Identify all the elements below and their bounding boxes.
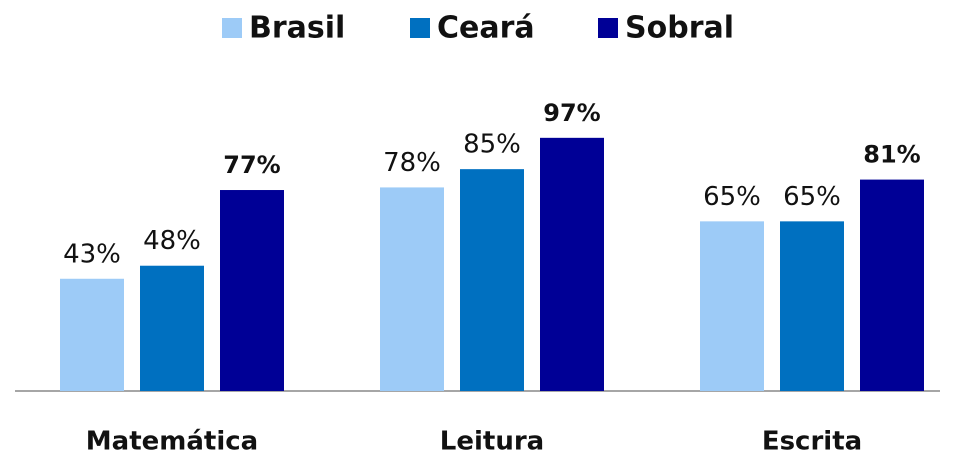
value-label: 97% bbox=[543, 99, 600, 127]
bar bbox=[860, 180, 924, 391]
value-label: 85% bbox=[463, 130, 521, 160]
value-label: 48% bbox=[143, 226, 201, 256]
bar bbox=[460, 169, 524, 391]
chart: Brasil Ceará Sobral Matemática 43% 48% 77% Leit… bbox=[0, 0, 956, 455]
value-label: 43% bbox=[63, 239, 121, 269]
legend-swatch bbox=[598, 18, 618, 38]
legend-label: Sobral bbox=[625, 11, 734, 46]
bar bbox=[700, 221, 764, 391]
value-label: 65% bbox=[703, 182, 761, 212]
page: Brasil Ceará Sobral Matemática 43% 48% 77% Leit… bbox=[0, 0, 956, 455]
value-label: 81% bbox=[863, 141, 920, 169]
bar bbox=[220, 190, 284, 391]
x-tick-label: Escrita bbox=[762, 427, 862, 455]
value-label: 78% bbox=[383, 148, 441, 178]
legend-label: Ceará bbox=[437, 11, 535, 46]
value-label: 77% bbox=[223, 151, 280, 179]
x-tick-label: Leitura bbox=[440, 427, 544, 455]
legend-swatch bbox=[410, 18, 430, 38]
x-tick-label: Matemática bbox=[86, 427, 258, 455]
bar bbox=[60, 279, 124, 391]
bar bbox=[380, 187, 444, 391]
legend-label: Brasil bbox=[249, 11, 345, 46]
value-label: 65% bbox=[783, 182, 841, 212]
bar bbox=[140, 266, 204, 391]
bar bbox=[540, 138, 604, 391]
legend-swatch bbox=[222, 18, 242, 38]
bar bbox=[780, 221, 844, 391]
